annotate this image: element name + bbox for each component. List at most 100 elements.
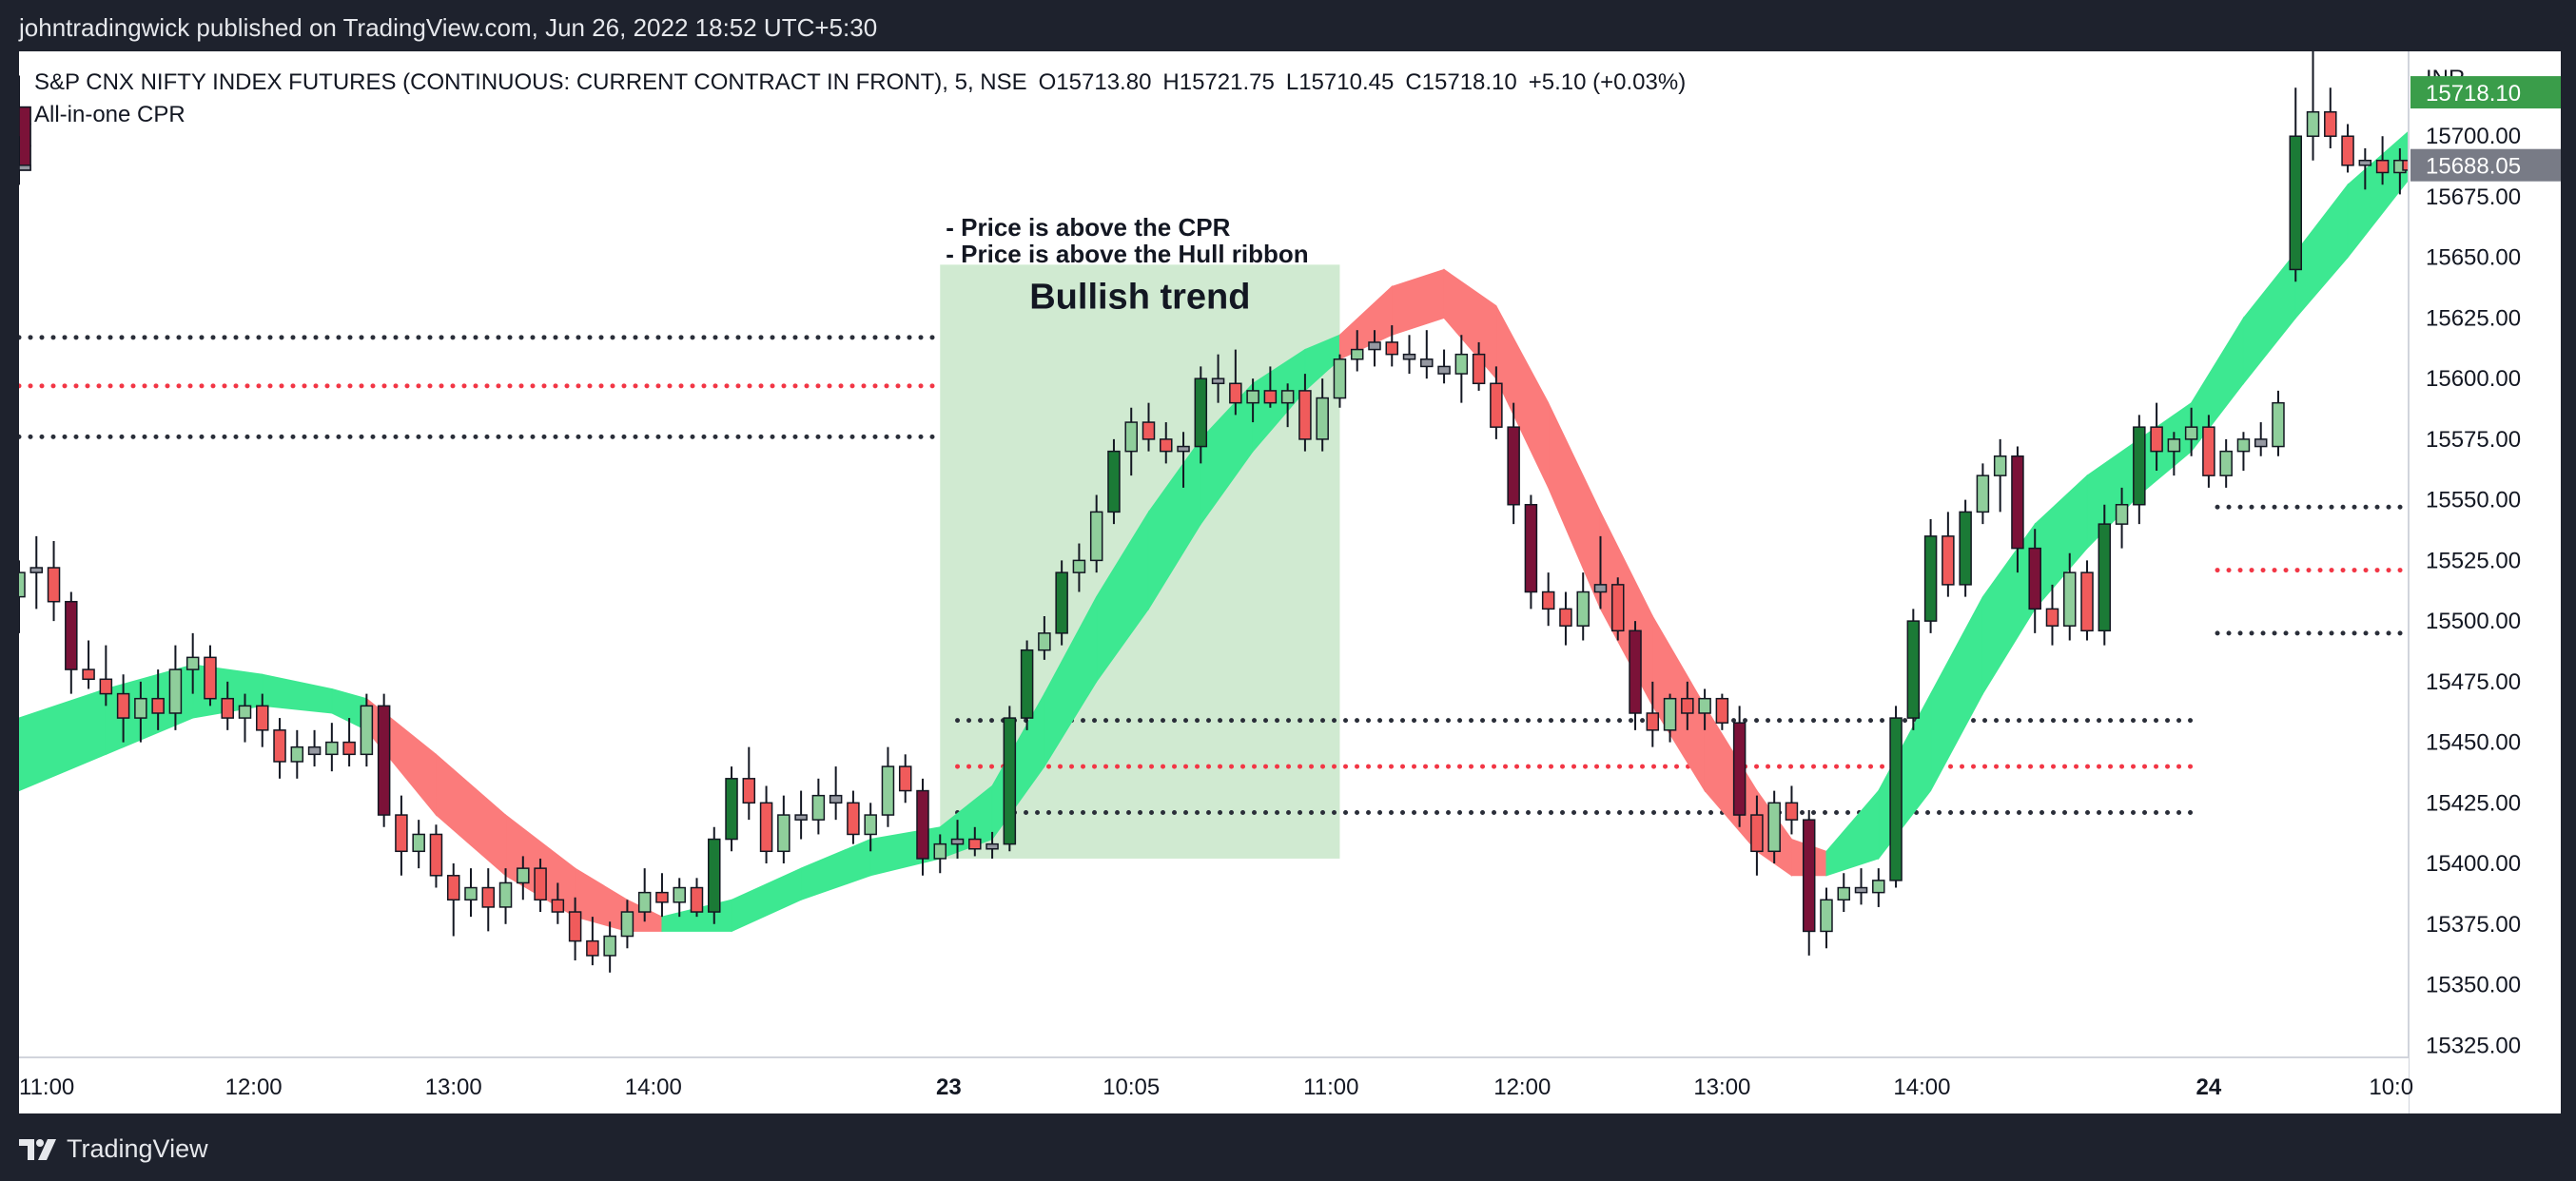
candle	[2080, 560, 2094, 641]
candle-body	[19, 106, 31, 171]
candle	[1541, 572, 1555, 627]
candle-body	[2150, 426, 2163, 453]
hull-ribbon-segment	[575, 867, 628, 933]
candle-body	[968, 838, 982, 850]
candle	[829, 766, 843, 821]
candle-body	[586, 939, 599, 957]
candle	[777, 795, 790, 864]
price-chart[interactable]: Bullish trend INR15325.0015350.0015375.0…	[19, 51, 2561, 1113]
candle	[1802, 809, 1816, 956]
price-scale-bg	[2409, 51, 2561, 1113]
candle	[481, 868, 496, 932]
candle-body	[2045, 608, 2059, 627]
candle	[1385, 325, 1399, 367]
annotation-text: - Price is above the CPR	[946, 213, 1230, 242]
candle	[986, 831, 999, 859]
candle	[1055, 560, 1068, 646]
candle	[256, 693, 269, 747]
candle-body	[2324, 110, 2337, 137]
candle-body	[2011, 455, 2024, 550]
candle	[2098, 504, 2112, 646]
candle-body	[551, 899, 565, 913]
x-tick-label: 14:00	[625, 1075, 682, 1100]
candle-body	[307, 745, 322, 756]
candle	[1993, 438, 2007, 513]
candle-body	[2115, 503, 2129, 525]
candle	[2063, 552, 2077, 641]
candle	[2028, 529, 2041, 633]
candle-body	[1055, 571, 1068, 634]
published-info: johntradingwick published on TradingView…	[19, 13, 878, 42]
candle	[1124, 407, 1138, 476]
y-tick-label: 15400.00	[2426, 851, 2521, 877]
candle-body	[1837, 886, 1851, 901]
candle	[1350, 330, 1364, 372]
candle-body	[1923, 535, 1938, 622]
symbol-name: S&P CNX NIFTY INDEX FUTURES (CONTINUOUS:…	[34, 69, 1027, 95]
candle-body	[2306, 110, 2320, 137]
candle	[498, 868, 513, 924]
candle	[864, 803, 877, 852]
candle	[620, 900, 634, 949]
candle-body	[1993, 455, 2007, 476]
candle-body	[1524, 503, 1538, 593]
x-tick-label: 10:0	[2369, 1075, 2413, 1100]
brand-name: TradingView	[67, 1134, 208, 1163]
candle	[99, 645, 113, 707]
candles-layer	[19, 51, 2415, 973]
candle-body	[1280, 390, 1295, 404]
y-tick-label: 15700.00	[2426, 124, 2521, 149]
candle	[2150, 402, 2163, 472]
candle	[1681, 681, 1694, 730]
candle-body	[2341, 135, 2354, 166]
candle	[2272, 390, 2285, 456]
candle-body	[1854, 886, 1868, 894]
candle-body	[986, 842, 999, 850]
candle-body	[1541, 590, 1555, 610]
candle-body	[1229, 382, 1242, 404]
candle-body	[916, 789, 929, 860]
candle	[1420, 330, 1434, 379]
indicator-name[interactable]: All-in-one CPR	[34, 102, 185, 127]
candle	[1263, 366, 1278, 408]
candle	[1611, 577, 1625, 641]
candle	[1368, 330, 1381, 367]
chart-panel[interactable]: Bullish trend INR15325.0015350.0015375.0…	[19, 51, 2561, 1113]
candle	[377, 693, 391, 827]
tradingview-brand[interactable]: TradingView	[19, 1134, 208, 1164]
hull-ribbon-segment	[19, 687, 107, 792]
candle-body	[1385, 341, 1399, 356]
candle	[1107, 438, 1121, 525]
candle	[1437, 349, 1451, 384]
candle	[1576, 572, 1590, 641]
candle-body	[498, 881, 513, 908]
hull-ribbon-segment	[1981, 522, 2036, 696]
candle-body	[19, 165, 31, 171]
candle	[19, 560, 26, 633]
candle	[1298, 374, 1312, 452]
x-tick-label: 12:00	[1493, 1075, 1551, 1100]
candle	[168, 645, 183, 730]
candle	[1629, 621, 1642, 730]
candle	[1923, 519, 1938, 633]
candle-body	[360, 705, 374, 756]
chart-legend: S&P CNX NIFTY INDEX FUTURES (CONTINUOUS:…	[34, 67, 1697, 131]
candle-body	[47, 567, 61, 603]
y-tick-label: 15325.00	[2426, 1033, 2521, 1058]
price-tag-prev	[2410, 148, 2561, 182]
candle-body	[168, 668, 183, 714]
candle-body	[847, 802, 860, 836]
candle-body	[794, 814, 808, 821]
candle-body	[1715, 697, 1729, 724]
candle-body	[777, 814, 790, 853]
candle-body	[1072, 559, 1086, 573]
candle-body	[1020, 649, 1034, 719]
candle	[517, 856, 530, 900]
candle-body	[1646, 712, 1660, 731]
candle	[916, 778, 929, 876]
candle-body	[1160, 438, 1173, 453]
candle	[1333, 354, 1347, 408]
candle	[2341, 124, 2354, 173]
candle	[1767, 790, 1781, 864]
change-value: +5.10 (+0.03%)	[1528, 69, 1687, 95]
